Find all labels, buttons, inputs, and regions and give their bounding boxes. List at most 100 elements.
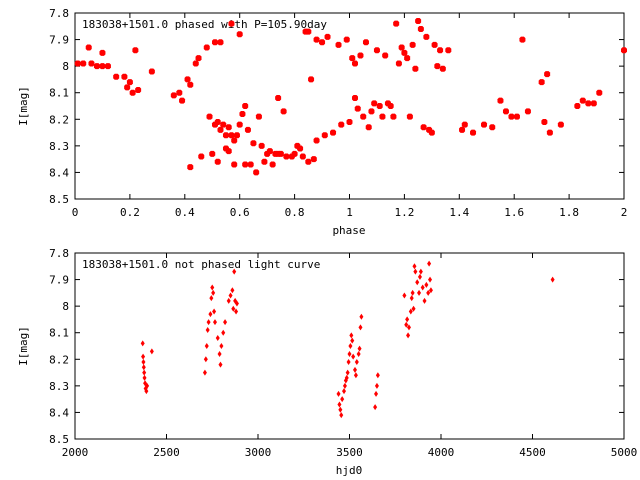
- x-tick-label: 1.4: [449, 206, 469, 219]
- data-point: [220, 121, 227, 128]
- data-point: [142, 374, 147, 381]
- data-point: [140, 340, 145, 347]
- data-point: [212, 319, 217, 326]
- data-point: [247, 161, 254, 168]
- data-point: [621, 47, 627, 54]
- data-point: [222, 132, 229, 139]
- data-point: [121, 73, 128, 80]
- data-point: [365, 124, 372, 131]
- data-point: [426, 289, 431, 296]
- data-point: [231, 161, 238, 168]
- data-point: [233, 132, 240, 139]
- data-point: [544, 71, 551, 78]
- data-point: [202, 369, 207, 376]
- data-point: [313, 137, 320, 144]
- data-point: [409, 295, 414, 302]
- y-tick-label: 7.8: [49, 247, 69, 260]
- data-point: [135, 87, 142, 94]
- data-point: [149, 348, 154, 355]
- data-point: [179, 97, 186, 104]
- data-point: [74, 60, 81, 67]
- data-point: [428, 276, 433, 283]
- data-point: [195, 55, 202, 62]
- data-point: [359, 313, 364, 320]
- data-point: [236, 121, 243, 128]
- x-tick-label: 5000: [611, 446, 638, 459]
- data-point: [275, 95, 282, 102]
- data-point: [291, 150, 298, 157]
- data-point: [283, 153, 290, 160]
- data-point: [347, 350, 352, 357]
- data-point: [310, 156, 317, 163]
- y-tick-label: 8.5: [49, 193, 69, 206]
- y-axis-ticks: 7.8 7.9 8 8.1 8.2 8.3 8.4 8.5: [49, 247, 624, 446]
- data-point: [88, 60, 95, 67]
- data-point: [410, 289, 415, 296]
- data-point: [253, 169, 260, 176]
- data-point: [210, 284, 215, 291]
- data-point: [408, 308, 413, 315]
- data-point: [373, 404, 378, 411]
- data-point: [427, 260, 432, 267]
- data-point: [305, 158, 312, 165]
- chart-title: 183038+1501.0 phased with P=105.90day: [82, 18, 327, 31]
- data-point: [234, 308, 239, 315]
- data-point: [390, 113, 397, 120]
- x-tick-label: 0.2: [120, 206, 140, 219]
- data-point: [269, 161, 276, 168]
- data-point: [345, 369, 350, 376]
- data-point: [413, 268, 418, 275]
- data-point: [187, 164, 194, 171]
- data-point: [205, 327, 210, 334]
- data-point: [144, 388, 149, 395]
- data-point: [596, 89, 603, 96]
- data-point: [360, 113, 367, 120]
- data-point: [337, 401, 342, 408]
- data-point: [357, 52, 364, 59]
- data-point: [524, 108, 531, 115]
- data-point: [132, 47, 139, 54]
- data-point: [459, 126, 466, 133]
- data-point: [431, 41, 438, 48]
- x-tick-label: 1.8: [559, 206, 579, 219]
- data-point: [353, 372, 358, 379]
- data-point: [340, 396, 345, 403]
- data-point: [513, 113, 520, 120]
- y-axis-ticks: 7.8 7.9 8 8.1 8.2 8.3 8.4 8.5: [49, 7, 624, 206]
- data-point: [423, 33, 430, 40]
- y-tick-label: 8.3: [49, 380, 69, 393]
- data-point: [206, 113, 213, 120]
- x-axis-ticks: 2000 2500 3000 3500 4000 4500 5000: [62, 253, 638, 459]
- data-point: [209, 150, 216, 157]
- data-point: [404, 321, 409, 328]
- data-point: [230, 287, 235, 294]
- y-tick-label: 7.9: [49, 274, 69, 287]
- data-point: [417, 289, 422, 296]
- data-point: [420, 124, 427, 131]
- data-point: [358, 324, 363, 331]
- data-point: [234, 300, 239, 307]
- y-tick-label: 7.8: [49, 7, 69, 20]
- data-point: [231, 305, 236, 312]
- data-point: [368, 108, 375, 115]
- data-point: [85, 44, 92, 51]
- data-point: [211, 39, 218, 46]
- data-point: [236, 31, 243, 38]
- data-point: [354, 105, 361, 112]
- data-point: [497, 97, 504, 104]
- data-point: [428, 287, 433, 294]
- data-point: [217, 126, 224, 133]
- data-point: [406, 332, 411, 339]
- data-point: [437, 47, 444, 54]
- data-point: [305, 28, 312, 35]
- data-point: [417, 25, 424, 32]
- data-point: [428, 129, 435, 136]
- data-point: [519, 36, 526, 43]
- data-point: [395, 60, 402, 67]
- x-tick-label: 2500: [153, 446, 180, 459]
- data-point: [348, 343, 353, 349]
- data-point: [176, 89, 183, 96]
- data-point: [277, 150, 284, 157]
- data-point: [203, 44, 210, 51]
- data-point: [415, 17, 422, 24]
